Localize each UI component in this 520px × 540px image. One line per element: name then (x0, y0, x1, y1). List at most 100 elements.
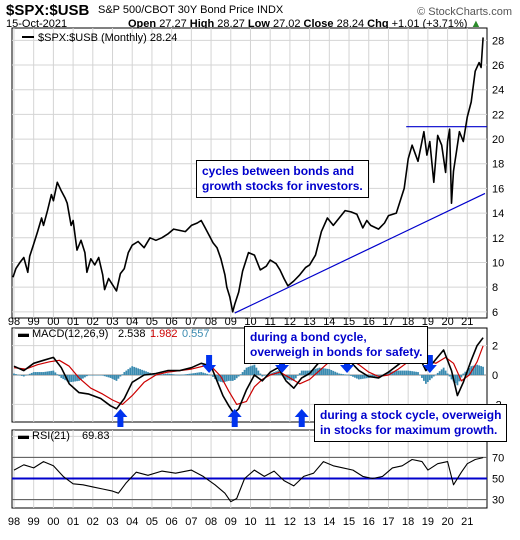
macd-histogram-bar (131, 366, 134, 375)
macd-histogram-bar (221, 375, 224, 383)
macd-histogram-bar (60, 375, 63, 378)
macd-histogram-bar (44, 371, 47, 375)
macd-histogram-bar (15, 374, 17, 375)
macd-histogram-bar (300, 370, 303, 375)
x-tick-label-bottom: 06 (166, 516, 178, 528)
macd-histogram-bar (460, 375, 463, 378)
x-tick-label-top: 01 (67, 316, 79, 328)
macd-histogram-bar (80, 375, 82, 380)
x-tick-label-bottom: 15 (343, 516, 355, 528)
macd-histogram-bar (290, 375, 293, 381)
macd-y-tick-label: 0 (492, 370, 498, 382)
macd-legend: ▬ MACD(12,26,9) 2.538 1.982 0.557 (18, 328, 210, 340)
macd-histogram-bar (229, 375, 232, 381)
down-arrow-icon (340, 355, 355, 373)
macd-histogram-bar (462, 373, 465, 375)
x-tick-label-top: 20 (441, 316, 453, 328)
x-tick-label-top: 16 (363, 316, 375, 328)
macd-histogram-bar (194, 372, 197, 375)
macd-histogram-bar (263, 375, 266, 376)
macd-histogram-bar (237, 375, 240, 377)
macd-histogram-bar (153, 374, 155, 375)
high-value: 28.27 (217, 18, 245, 30)
x-tick-label-top: 14 (323, 316, 335, 328)
price-annotation-line-2: growth stocks for investors. (202, 179, 363, 193)
macd-histogram-bar (413, 371, 415, 375)
x-axis-bottom: 98 99 00 01 02 03 04 05 06 07 08 09 10 11 12 13 14 15 16 17… (8, 516, 474, 528)
price-y-tick-label: 20 (492, 134, 504, 146)
x-tick-label-bottom: 09 (225, 516, 237, 528)
macd-histogram-bar (399, 370, 402, 375)
macd-histogram-bar (186, 374, 189, 375)
macd-histogram-bar (119, 375, 122, 377)
macd-histogram-bar (356, 375, 358, 379)
macd-histogram-bar (425, 375, 427, 384)
macd-histogram-bar (202, 372, 205, 375)
macd-histogram-bar (188, 373, 191, 375)
x-tick-label-bottom: 14 (323, 516, 335, 528)
rsi-value: 69.83 (82, 430, 110, 442)
macd-histogram-bar (403, 370, 406, 375)
x-tick-label-top: 00 (47, 316, 59, 328)
macd-histogram-bar (279, 372, 281, 375)
x-tick-label-bottom: 21 (461, 516, 473, 528)
macd-histogram-bar (123, 372, 126, 375)
macd-histogram-bar (478, 365, 481, 375)
macd-histogram-bar (97, 375, 100, 376)
macd-histogram-bar (438, 371, 441, 375)
rsi-y-tick-label: 70 (492, 452, 504, 464)
macd-histogram-bar (89, 375, 92, 376)
high-label: High (189, 18, 215, 30)
macd-histogram-bar (58, 375, 61, 377)
macd-histogram-bar (95, 375, 98, 376)
macd-histogram-bar (82, 375, 84, 379)
x-tick-label-top: 07 (185, 316, 197, 328)
macd-histogram-bar (103, 375, 106, 377)
macd-histogram-bar (28, 373, 31, 375)
macd-histogram-bar (247, 366, 250, 375)
macd-histogram-bar (24, 375, 27, 376)
macd-histogram-bar (85, 375, 88, 377)
macd-histogram-bar (302, 370, 305, 375)
down-arrow-icon (422, 355, 437, 373)
down-arrow-icon (275, 355, 290, 373)
macd-histogram-bar (218, 375, 220, 382)
macd-histogram-bar (454, 375, 457, 384)
x-tick-label-top: 10 (244, 316, 256, 328)
macd-histogram-bar (377, 375, 380, 377)
price-y-tick-label: 16 (492, 183, 504, 195)
macd-histogram-bar (196, 372, 199, 375)
macd-histogram-bar (231, 375, 234, 381)
bond-cycle-annotation: during a bond cycle, overweigh in bonds … (244, 326, 429, 364)
x-tick-label-top: 12 (284, 316, 296, 328)
macd-histogram-bar (407, 370, 410, 375)
macd-histogram-bar (38, 372, 41, 375)
macd-histogram-bar (432, 375, 435, 377)
macd-histogram-bar (285, 375, 287, 380)
macd-histogram-bar (373, 375, 376, 378)
x-tick-label-top: 04 (126, 316, 138, 328)
macd-histogram-bar (64, 375, 67, 381)
macd-histogram-bar (133, 366, 136, 375)
rsi-legend: ▬ RSI(21) 69.83 (18, 430, 110, 442)
macd-histogram-bar (18, 375, 21, 376)
macd-histogram-bar (192, 373, 195, 375)
bond-cycle-line-1: during a bond cycle, (250, 330, 367, 344)
macd-histogram-bar (17, 374, 19, 376)
macd-histogram-bar (225, 375, 228, 382)
rsi-panel: 30507090 (11, 429, 504, 509)
rsi-y-tick-label: 50 (492, 473, 504, 485)
macd-histogram-bar (147, 372, 149, 375)
x-tick-label-bottom: 13 (303, 516, 315, 528)
macd-histogram-bar (190, 373, 193, 375)
macd-histogram-bar (32, 372, 35, 375)
macd-histogram-bar (245, 367, 248, 375)
macd-histogram-bar (72, 375, 74, 382)
x-tick-label-bottom: 04 (126, 516, 138, 528)
macd-histogram-bar (216, 375, 218, 381)
macd-histogram-bar (111, 375, 114, 379)
rsi-legend-swatch: ▬ (18, 430, 29, 442)
macd-histogram-bar (304, 370, 307, 375)
macd-histogram-bar (350, 375, 352, 376)
macd-histogram-bar (397, 370, 400, 375)
